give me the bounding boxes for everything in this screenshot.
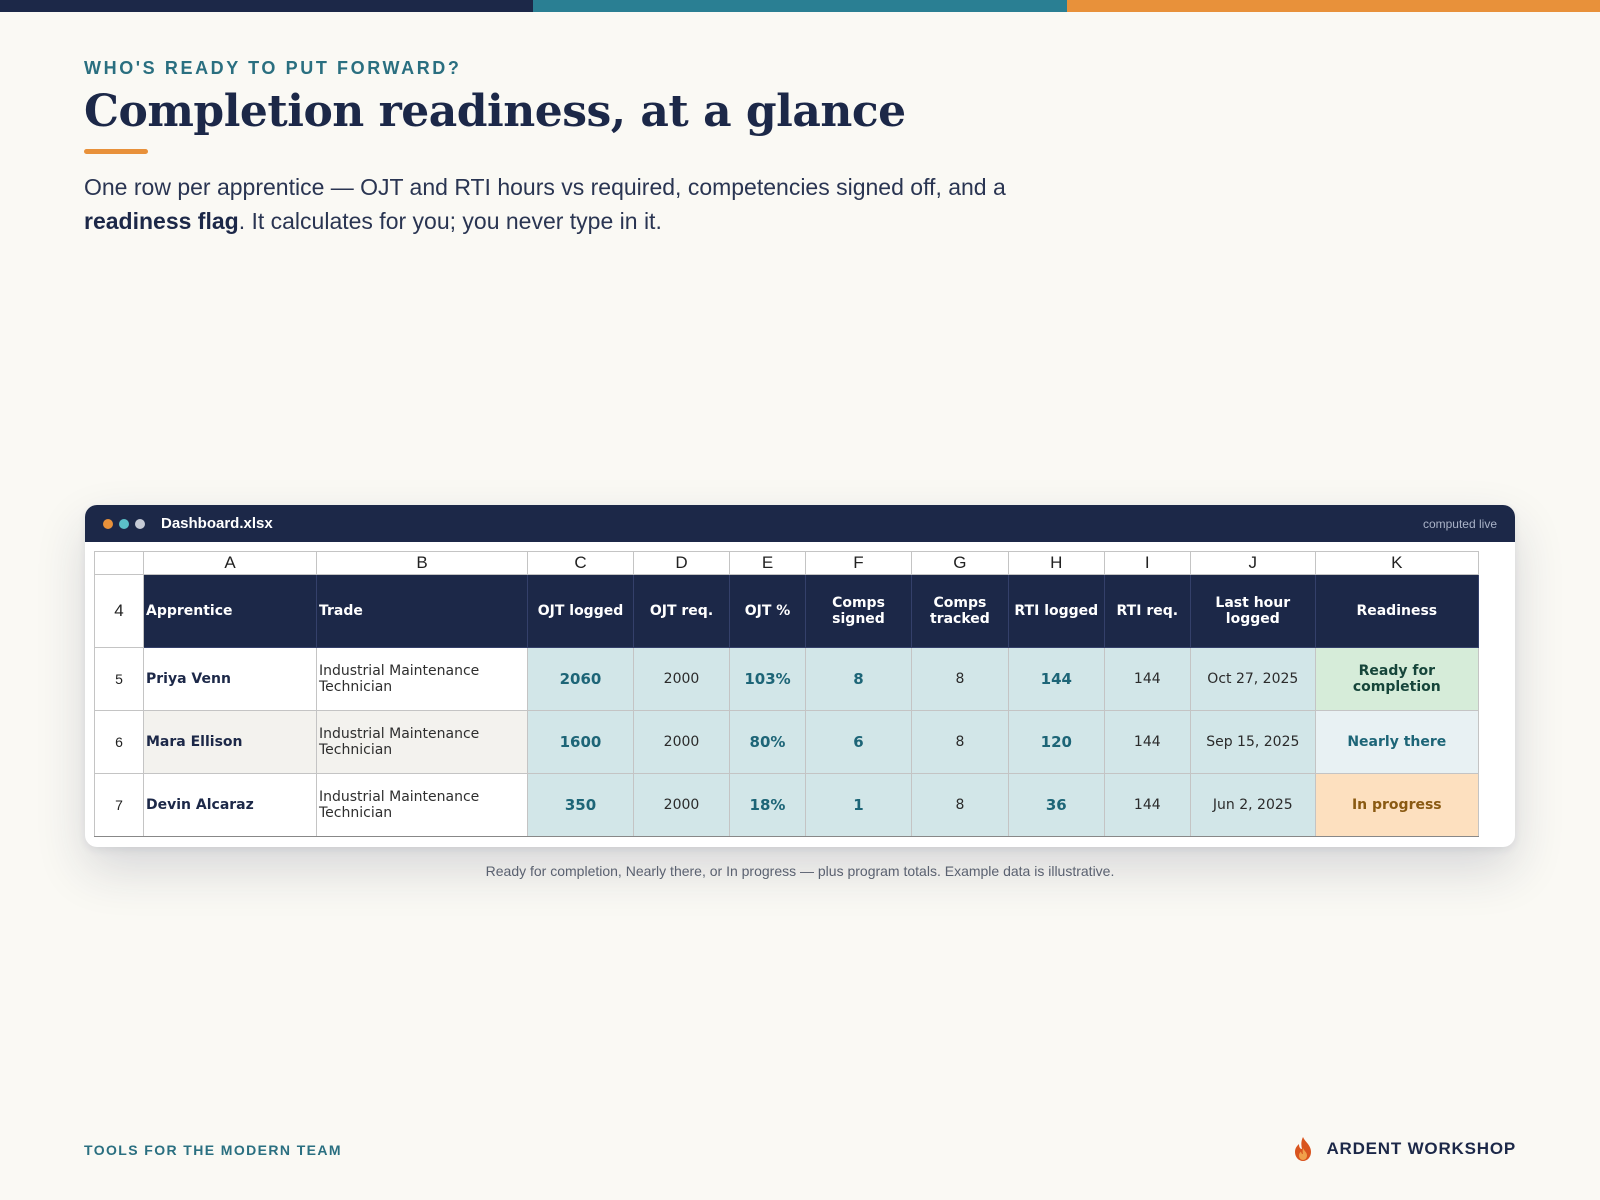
readiness-cell[interactable]: Ready for completion xyxy=(1314,647,1479,711)
teal-dot-icon[interactable] xyxy=(119,518,129,529)
top-bar-orange-segment xyxy=(1066,0,1600,12)
rti-logged-cell[interactable]: 36 xyxy=(1007,773,1105,837)
column-letter[interactable]: G xyxy=(911,551,1009,575)
brand-lockup: ARDENT WORKSHOP xyxy=(1292,1136,1516,1162)
apprentice-cell[interactable]: Mara Ellison xyxy=(143,710,317,774)
rti-logged-cell[interactable]: 144 xyxy=(1007,647,1105,711)
column-letter[interactable]: A xyxy=(143,551,317,575)
brand-name: ARDENT WORKSHOP xyxy=(1326,1139,1516,1158)
header-cell-apprentice[interactable]: Apprentice xyxy=(143,574,317,648)
apprentice-cell[interactable]: Priya Venn xyxy=(143,647,317,711)
header-cell-comps-tracked[interactable]: Comps tracked xyxy=(911,574,1009,648)
comps-tracked-cell[interactable]: 8 xyxy=(911,647,1009,711)
row-number[interactable]: 5 xyxy=(94,647,144,711)
table-row: 5 Priya Venn Industrial Maintenance Tech… xyxy=(94,647,1479,711)
ojt-pct-cell[interactable]: 80% xyxy=(729,710,806,774)
trade-cell[interactable]: Industrial Maintenance Technician xyxy=(316,710,528,774)
column-letter[interactable]: I xyxy=(1103,551,1191,575)
last-hour-cell[interactable]: Jun 2, 2025 xyxy=(1189,773,1316,837)
comps-tracked-cell[interactable]: 8 xyxy=(911,710,1009,774)
eyebrow-heading: WHO'S READY TO PUT FORWARD? xyxy=(84,58,462,78)
header-cell-ojt-req[interactable]: OJT req. xyxy=(633,574,730,648)
orange-dot-icon[interactable] xyxy=(103,518,113,529)
last-hour-cell[interactable]: Sep 15, 2025 xyxy=(1189,710,1316,774)
column-letter[interactable]: B xyxy=(316,551,528,575)
apprentice-cell[interactable]: Devin Alcaraz xyxy=(143,773,317,837)
flame-icon xyxy=(1295,1137,1312,1161)
header-cell-ojt-pct[interactable]: OJT % xyxy=(729,574,806,648)
rti-logged-cell[interactable]: 120 xyxy=(1007,710,1105,774)
column-letter[interactable]: K xyxy=(1314,551,1479,575)
spreadsheet-grid: A B C D E F G H I J K 4 Apprentice Trade… xyxy=(94,551,1479,837)
column-letter[interactable]: H xyxy=(1007,551,1105,575)
column-letter[interactable]: D xyxy=(633,551,730,575)
gray-dot-icon[interactable] xyxy=(135,518,145,529)
ojt-logged-cell[interactable]: 350 xyxy=(527,773,634,837)
trade-cell[interactable]: Industrial Maintenance Technician xyxy=(316,773,528,837)
row-number[interactable]: 6 xyxy=(94,710,144,774)
header-cell-trade[interactable]: Trade xyxy=(316,574,528,648)
computed-status: computed live xyxy=(1422,516,1497,531)
comps-signed-cell[interactable]: 6 xyxy=(805,710,912,774)
last-hour-cell[interactable]: Oct 27, 2025 xyxy=(1189,647,1316,711)
subtitle-text-1: One row per apprentice — OJT and RTI hou… xyxy=(84,174,1006,200)
subtitle-text-2: . It calculates for you; you never type … xyxy=(238,208,662,234)
comps-signed-cell[interactable]: 1 xyxy=(805,773,912,837)
dashboard-caption: Ready for completion, Nearly there, or I… xyxy=(485,863,1115,879)
column-letter-row: A B C D E F G H I J K xyxy=(94,551,1479,575)
subtitle-bold-text: readiness flag xyxy=(84,208,239,234)
comps-signed-cell[interactable]: 8 xyxy=(805,647,912,711)
page-title: Completion readiness, at a glance xyxy=(84,86,906,137)
header-cell-rti-req[interactable]: RTI req. xyxy=(1103,574,1191,648)
window-filename: Dashboard.xlsx xyxy=(161,515,273,532)
readiness-cell[interactable]: In progress xyxy=(1314,773,1479,837)
row-number[interactable]: 7 xyxy=(94,773,144,837)
ojt-req-cell[interactable]: 2000 xyxy=(633,773,730,837)
table-header-row: 4 Apprentice Trade OJT logged OJT req. O… xyxy=(94,574,1479,648)
column-letter[interactable]: E xyxy=(729,551,806,575)
header-cell-ojt-logged[interactable]: OJT logged xyxy=(527,574,634,648)
column-letter[interactable]: F xyxy=(805,551,912,575)
trade-cell[interactable]: Industrial Maintenance Technician xyxy=(316,647,528,711)
header-cell-last-hour[interactable]: Last hour logged xyxy=(1189,574,1316,648)
ojt-logged-cell[interactable]: 2060 xyxy=(527,647,634,711)
header-cell-readiness[interactable]: Readiness xyxy=(1314,574,1479,648)
table-row: 6 Mara Ellison Industrial Maintenance Te… xyxy=(94,710,1479,774)
row-number[interactable]: 4 xyxy=(94,574,144,648)
window-titlebar: Dashboard.xlsx computed live xyxy=(85,505,1515,542)
rti-req-cell[interactable]: 144 xyxy=(1103,773,1191,837)
ojt-pct-cell[interactable]: 103% xyxy=(729,647,806,711)
top-color-bar xyxy=(0,0,1600,12)
ojt-req-cell[interactable]: 2000 xyxy=(633,710,730,774)
rti-req-cell[interactable]: 144 xyxy=(1103,647,1191,711)
footer-tagline: TOOLS FOR THE MODERN TEAM xyxy=(84,1142,342,1158)
page-subtitle: One row per apprentice — OJT and RTI hou… xyxy=(84,170,1104,238)
title-underline xyxy=(84,149,148,154)
header-cell-rti-logged[interactable]: RTI logged xyxy=(1007,574,1105,648)
table-row: 7 Devin Alcaraz Industrial Maintenance T… xyxy=(94,773,1479,837)
spreadsheet-window: Dashboard.xlsx computed live A B C D E F… xyxy=(85,505,1515,847)
ojt-req-cell[interactable]: 2000 xyxy=(633,647,730,711)
top-bar-teal-segment xyxy=(533,0,1067,12)
column-letter[interactable]: C xyxy=(527,551,634,575)
rti-req-cell[interactable]: 144 xyxy=(1103,710,1191,774)
column-letter[interactable]: J xyxy=(1189,551,1316,575)
ojt-pct-cell[interactable]: 18% xyxy=(729,773,806,837)
comps-tracked-cell[interactable]: 8 xyxy=(911,773,1009,837)
header-cell-comps-signed[interactable]: Comps signed xyxy=(805,574,912,648)
ojt-logged-cell[interactable]: 1600 xyxy=(527,710,634,774)
readiness-cell[interactable]: Nearly there xyxy=(1314,710,1479,774)
top-bar-navy-segment xyxy=(0,0,534,12)
corner-cell[interactable] xyxy=(94,551,144,575)
